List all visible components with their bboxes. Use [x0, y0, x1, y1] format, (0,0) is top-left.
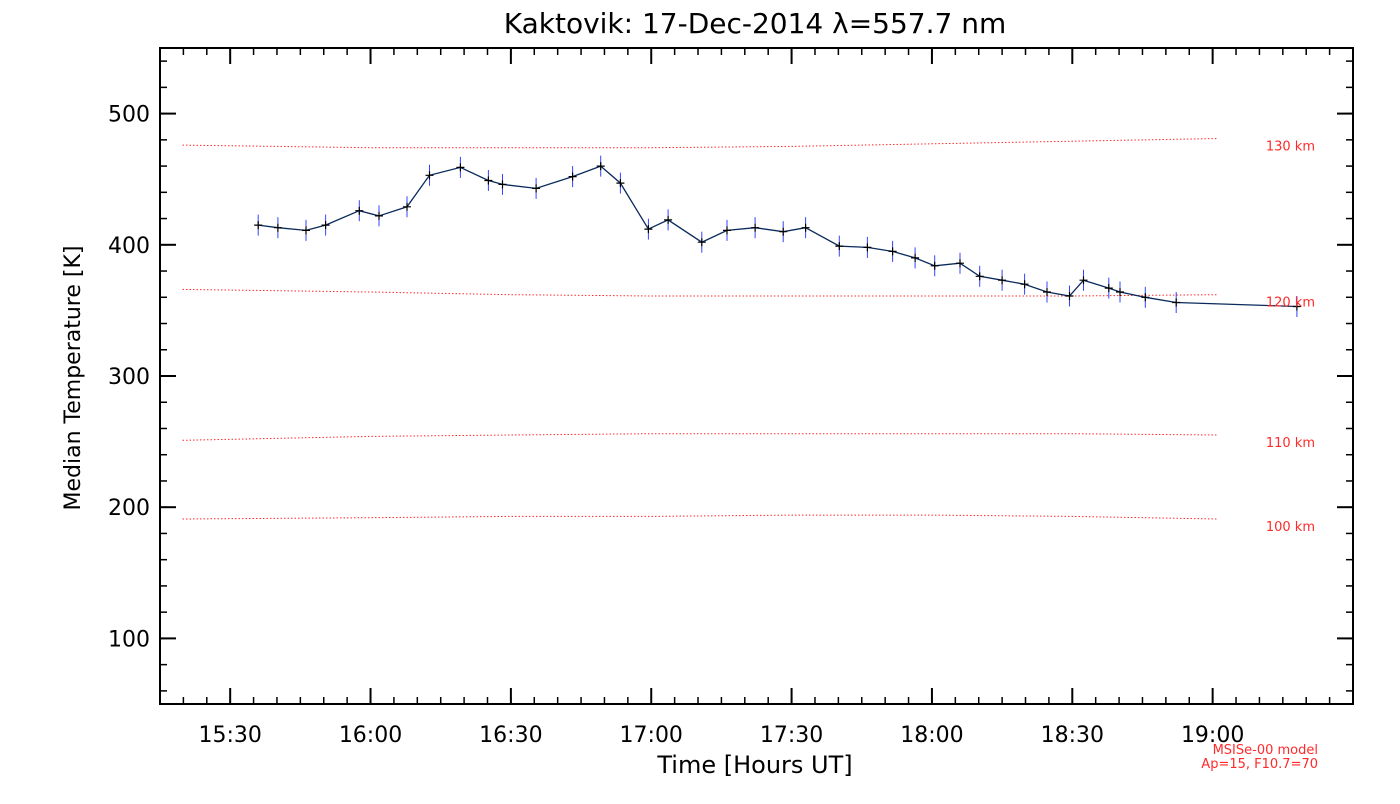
x-tick-label: 17:00: [620, 723, 683, 748]
y-tick-label: 400: [108, 234, 150, 259]
data-point: [779, 227, 788, 236]
data-point: [532, 184, 541, 193]
data-point: [375, 211, 383, 220]
data-point: [664, 215, 673, 224]
data-point: [835, 242, 844, 251]
model-line-label: 100 km: [1266, 520, 1315, 535]
data-point: [1141, 293, 1150, 302]
y-tick-label: 100: [108, 627, 150, 652]
model-line-120km: [182, 288, 1219, 297]
model-line-110km: [182, 433, 1219, 441]
x-tick-label: 16:00: [339, 723, 402, 748]
data-point: [403, 202, 411, 211]
data-point: [355, 206, 364, 215]
x-tick-label: 19:00: [1181, 723, 1244, 748]
data-point: [911, 253, 920, 262]
model-line-130km: [182, 138, 1219, 149]
data-point: [1043, 288, 1051, 296]
data-point: [1116, 288, 1124, 296]
data-point: [801, 223, 810, 232]
model-lines-layer: [182, 138, 1219, 520]
data-point: [1065, 292, 1074, 300]
data-point: [321, 221, 330, 230]
x-tick-label: 17:30: [760, 723, 823, 748]
data-point: [888, 247, 897, 256]
data-point: [956, 259, 964, 268]
model-annotation-line-2: Ap=15, F10.7=70: [1201, 757, 1318, 772]
data-point: [751, 223, 760, 232]
model-line-label: 120 km: [1266, 296, 1315, 311]
data-point: [616, 179, 625, 188]
data-point: [484, 176, 493, 185]
data-point: [697, 238, 706, 247]
data-point: [1079, 276, 1088, 285]
data-point: [723, 226, 731, 235]
y-tick-label: 200: [108, 496, 150, 521]
data-point: [425, 171, 434, 180]
x-tick-label: 18:30: [1041, 723, 1104, 748]
series-layer: [254, 155, 1301, 317]
x-axis-label: Time [Hours UT]: [656, 751, 852, 779]
data-point: [1172, 298, 1181, 307]
data-point: [1104, 284, 1113, 293]
data-point: [456, 163, 465, 172]
chart-title: Kaktovik: 17-Dec-2014 λ=557.7 nm: [504, 7, 1007, 40]
model-line-label: 110 km: [1266, 436, 1315, 451]
data-point: [930, 261, 939, 270]
y-tick-label: 500: [108, 103, 150, 128]
x-tick-label: 18:00: [900, 723, 963, 748]
data-point: [568, 172, 577, 181]
data-point: [254, 221, 263, 230]
data-point: [596, 162, 605, 171]
y-tick-label: 300: [108, 365, 150, 390]
data-point: [1020, 280, 1029, 289]
data-point: [273, 223, 282, 232]
model-line-label: 130 km: [1266, 140, 1315, 155]
data-point: [975, 272, 984, 281]
data-point: [863, 243, 872, 252]
x-tick-label: 16:30: [479, 723, 542, 748]
y-axis-label: Median Temperature [K]: [61, 246, 86, 511]
x-tick-label: 15:30: [198, 723, 261, 748]
model-line-labels: 130 km 120 km 110 km 100 km: [1266, 140, 1315, 536]
model-line-100km: [182, 514, 1219, 520]
axis-ticks: [159, 48, 1354, 704]
data-point: [1292, 302, 1301, 311]
axis-tick-labels: 15:30 16:00 16:30 17:00 17:30 18:00 18:30 19:00…: [108, 103, 1244, 748]
data-point: [498, 180, 507, 189]
data-point: [302, 226, 310, 235]
data-point: [644, 225, 653, 234]
data-point: [998, 276, 1007, 285]
model-annotation-line-1: MSISe-00 model: [1213, 743, 1318, 758]
